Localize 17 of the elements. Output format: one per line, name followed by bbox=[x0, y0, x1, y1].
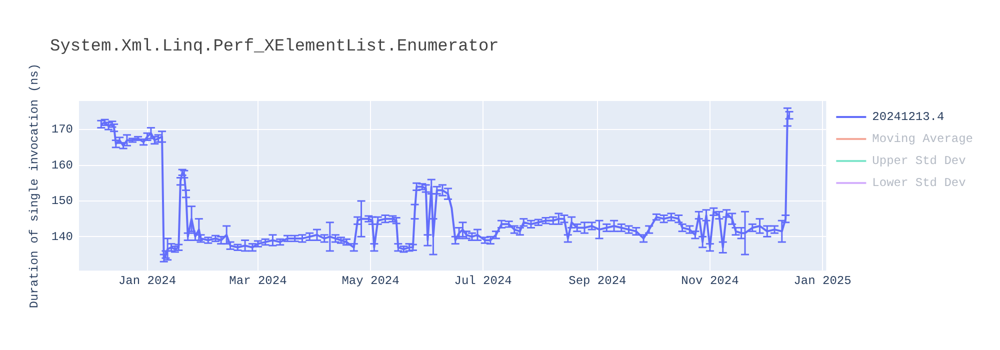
x-tick-label: Nov 2024 bbox=[681, 274, 739, 288]
legend-label: Lower Std Dev bbox=[872, 176, 966, 190]
y-axis-title: Duration of single invocation (ns) bbox=[27, 63, 42, 308]
y-tick-label: 150 bbox=[51, 194, 74, 208]
x-tick-label: Sep 2024 bbox=[568, 274, 626, 288]
y-tick-label: 160 bbox=[51, 158, 74, 172]
y-tick-label: 140 bbox=[51, 230, 74, 244]
chart-title: System.Xml.Linq.Perf_XElementList.Enumerator bbox=[50, 38, 499, 56]
x-tick-label: Jul 2024 bbox=[454, 274, 512, 288]
legend-label: 20241213.4 bbox=[872, 110, 944, 124]
legend-label: Upper Std Dev bbox=[872, 154, 966, 168]
y-tick-label: 170 bbox=[51, 122, 74, 137]
x-tick-label: May 2024 bbox=[342, 274, 400, 288]
x-tick-label: Mar 2024 bbox=[229, 274, 287, 288]
legend-label: Moving Average bbox=[872, 132, 974, 146]
x-tick-label: Jan 2025 bbox=[794, 274, 852, 288]
x-tick-label: Jan 2024 bbox=[118, 274, 176, 288]
